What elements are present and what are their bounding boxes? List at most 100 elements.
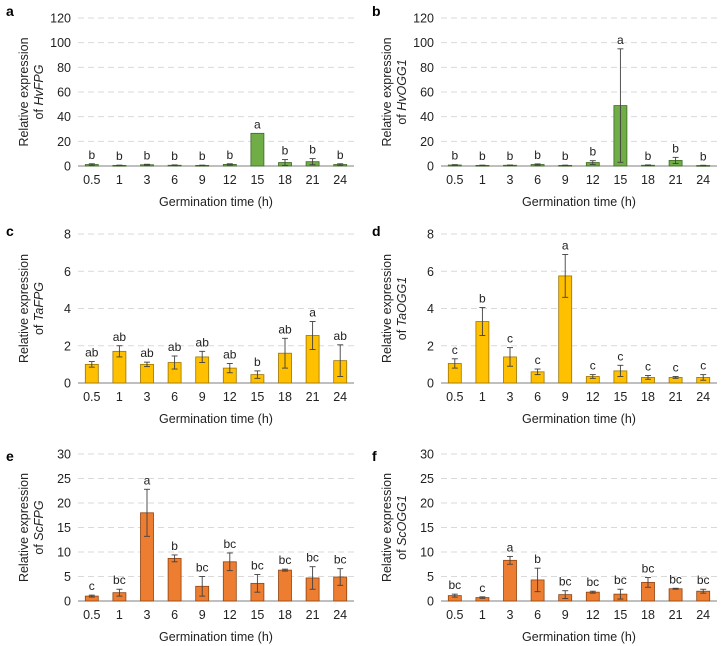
- y-axis-title-line1: Relative expression: [380, 473, 394, 582]
- significance-letter: b: [254, 355, 261, 369]
- significance-letter: bc: [642, 561, 655, 575]
- significance-letter: b: [645, 149, 652, 163]
- significance-letter: ab: [140, 346, 154, 360]
- y-tick-label: 30: [420, 448, 434, 462]
- y-axis-title-line1: Relative expression: [17, 473, 31, 582]
- x-tick-label: 12: [586, 173, 600, 187]
- significance-letter: a: [617, 33, 624, 47]
- significance-letter: bc: [279, 553, 292, 567]
- x-tick-label: 18: [278, 608, 292, 622]
- significance-letter: c: [617, 349, 623, 363]
- x-tick-label: 9: [199, 173, 206, 187]
- x-tick-label: 9: [562, 390, 569, 404]
- x-tick-label: 18: [278, 390, 292, 404]
- x-tick-label: 12: [223, 173, 237, 187]
- x-tick-label: 18: [641, 390, 655, 404]
- x-tick-label: 3: [144, 390, 151, 404]
- significance-letter: b: [309, 143, 316, 157]
- y-tick-label: 120: [413, 12, 434, 26]
- y-axis-title-gene: HvOGG1: [395, 59, 409, 110]
- y-axis-title: Relative expressionof HvFPG: [17, 37, 46, 146]
- significance-letter: c: [89, 579, 95, 593]
- y-tick-label: 20: [57, 135, 71, 149]
- significance-letter: bc: [448, 578, 461, 592]
- x-tick-label: 18: [278, 173, 292, 187]
- chart-panel-a: a 0 20 40 60 80 100 120 b 0.5 b 1 b 3 b 6 b 9 b 12 a 15 b 18 b 21…: [6, 3, 354, 209]
- x-tick-label: 6: [534, 173, 541, 187]
- y-tick-label: 20: [57, 497, 71, 511]
- x-tick-label: 24: [696, 390, 710, 404]
- x-tick-label: 1: [479, 173, 486, 187]
- significance-letter: b: [562, 149, 569, 163]
- x-tick-label: 3: [507, 390, 514, 404]
- significance-letter: b: [226, 148, 233, 162]
- y-tick-label: 4: [427, 302, 434, 316]
- y-tick-label: 4: [64, 302, 71, 316]
- significance-letter: c: [700, 359, 706, 373]
- y-axis-title: Relative expressionof TaFPG: [17, 254, 46, 363]
- y-axis-title-line2: of TaOGG1: [395, 277, 409, 340]
- x-tick-label: 6: [171, 608, 178, 622]
- y-tick-label: 15: [420, 521, 434, 535]
- y-tick-label: 10: [420, 546, 434, 560]
- significance-letter: b: [171, 149, 178, 163]
- y-axis-title: Relative expressionof ScOGG1: [380, 473, 409, 582]
- x-tick-label: 0.5: [446, 173, 463, 187]
- bar: [167, 557, 182, 602]
- y-axis-title-gene: HvFPG: [32, 64, 46, 105]
- x-tick-label: 12: [223, 390, 237, 404]
- panel-letter: c: [6, 223, 14, 239]
- x-tick-label: 15: [250, 608, 264, 622]
- significance-letter: bc: [251, 559, 264, 573]
- significance-letter: ab: [168, 340, 182, 354]
- y-tick-label: 40: [57, 110, 71, 124]
- y-tick-label: 6: [64, 265, 71, 279]
- y-tick-label: 60: [57, 86, 71, 100]
- significance-letter: ab: [85, 346, 99, 360]
- x-tick-label: 21: [306, 608, 320, 622]
- x-tick-label: 3: [507, 173, 514, 187]
- y-axis-title-line1: Relative expression: [17, 37, 31, 146]
- significance-letter: c: [673, 360, 679, 374]
- y-axis-title-gene: TaFPG: [32, 282, 46, 321]
- y-tick-label: 40: [420, 110, 434, 124]
- significance-letter: b: [534, 552, 541, 566]
- y-tick-label: 25: [57, 472, 71, 486]
- x-tick-label: 9: [199, 390, 206, 404]
- x-tick-label: 15: [250, 390, 264, 404]
- x-tick-label: 21: [669, 608, 683, 622]
- significance-letter: b: [479, 292, 486, 306]
- chart-panel-d: d02468c0.5b1c3c6a9c12c15c18c21c24Germina…: [372, 223, 717, 426]
- x-tick-label: 0.5: [83, 390, 100, 404]
- x-tick-label: 3: [507, 608, 514, 622]
- y-tick-label: 6: [427, 265, 434, 279]
- panel-letter: a: [6, 3, 14, 19]
- y-tick-label: 0: [64, 595, 71, 609]
- significance-letter: c: [479, 581, 485, 595]
- y-tick-label: 80: [57, 61, 71, 75]
- significance-letter: bc: [669, 572, 682, 586]
- y-tick-label: 20: [420, 497, 434, 511]
- significance-letter: b: [116, 149, 123, 163]
- significance-letter: a: [562, 238, 569, 252]
- x-tick-label: 24: [333, 390, 347, 404]
- y-tick-label: 25: [420, 472, 434, 486]
- significance-letter: b: [171, 539, 178, 553]
- significance-letter: b: [534, 148, 541, 162]
- panel-letter: b: [372, 3, 381, 19]
- y-tick-label: 10: [57, 546, 71, 560]
- x-tick-label: 1: [479, 608, 486, 622]
- y-axis-title: Relative expressionof ScFPG: [17, 473, 46, 582]
- y-tick-label: 0: [427, 377, 434, 391]
- y-axis-title-line2: of ScFPG: [32, 500, 46, 554]
- y-axis-title: Relative expressionof TaOGG1: [380, 254, 409, 363]
- significance-letter: b: [589, 145, 596, 159]
- x-tick-label: 1: [116, 390, 123, 404]
- y-axis-title-line1: Relative expression: [17, 254, 31, 363]
- x-axis-title: Germination time (h): [522, 630, 636, 644]
- y-axis-title-line2: of ScOGG1: [395, 495, 409, 560]
- x-tick-label: 21: [669, 173, 683, 187]
- significance-letter: c: [590, 359, 596, 373]
- significance-letter: bc: [586, 575, 599, 589]
